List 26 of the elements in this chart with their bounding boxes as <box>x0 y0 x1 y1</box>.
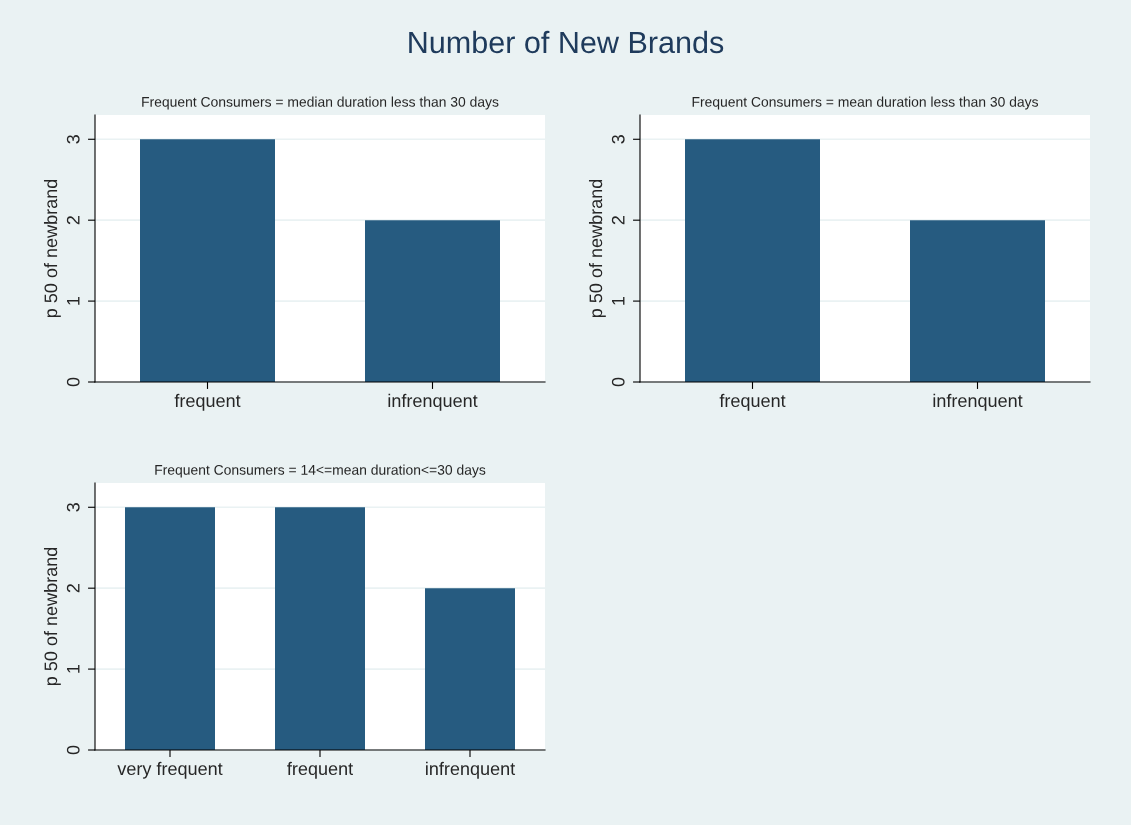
x-tick-label: infrenquent <box>426 761 516 779</box>
x-tick-label: very frequent <box>117 761 223 779</box>
y-tick-label: 0 <box>66 745 80 755</box>
chart-title: Number of New Brands <box>409 30 724 54</box>
y-tick-label: 2 <box>66 584 80 593</box>
x-tick-label: infrenquent <box>933 393 1023 411</box>
x-tick-label: frequent <box>719 393 786 411</box>
chart-subtitle: Frequent Consumers = median duration less than 30 days <box>142 96 499 110</box>
y-axis-title: p 50 of newbrand <box>43 179 61 318</box>
chart-subtitle: Frequent Consumers = mean duration less than 30 days <box>692 96 1039 110</box>
y-tick-label: 1 <box>612 296 625 305</box>
y-tick-label: 0 <box>66 377 80 387</box>
y-tick-label: 1 <box>67 664 80 673</box>
y-tick-label: 2 <box>66 216 80 225</box>
x-tick-label: infrenquent <box>388 393 478 411</box>
y-tick-label: 1 <box>67 296 80 305</box>
y-tick-label: 0 <box>611 377 625 387</box>
y-tick-label: 3 <box>611 135 625 144</box>
y-tick-label: 3 <box>66 503 80 512</box>
y-tick-label: 3 <box>66 135 80 144</box>
y-axis-title: p 50 of newbrand <box>43 547 61 686</box>
x-tick-label: frequent <box>287 761 353 779</box>
chart-subtitle: Frequent Consumers = 14<=mean duration<=30 days <box>155 464 486 478</box>
y-axis-title: p 50 of newbrand <box>588 179 606 318</box>
y-tick-label: 2 <box>611 216 625 225</box>
x-tick-label: frequent <box>174 393 241 411</box>
